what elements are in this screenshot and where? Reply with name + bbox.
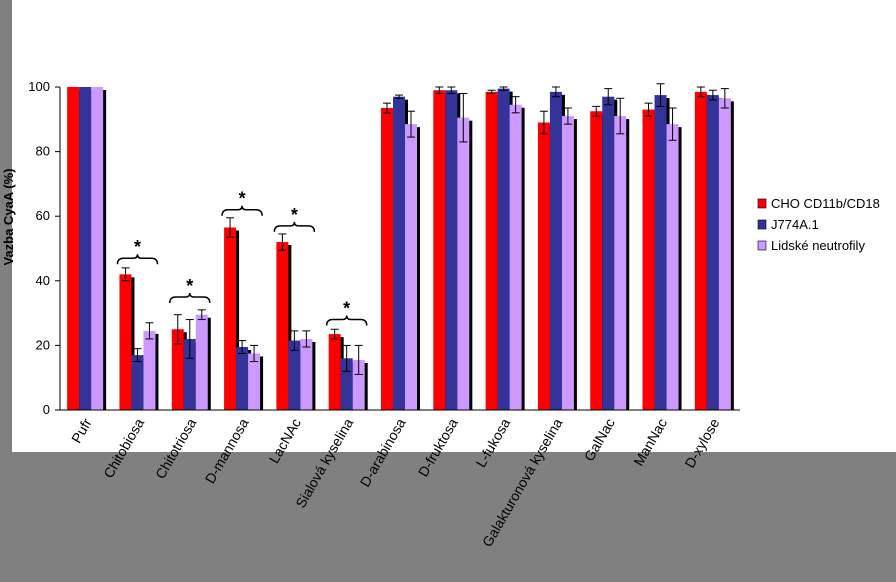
legend-swatch-j774a-1: [757, 219, 767, 230]
x-tick-label-l-fukosa: L-fukosa: [473, 415, 514, 470]
bar-j774a-1-d-xylose: [706, 95, 719, 410]
y-tick-label: 0: [43, 402, 50, 417]
legend-label-cho-cd11b-cd18: CHO CD11b/CD18: [771, 196, 880, 211]
bar-lidsk-neutrofily-chitobiosa: [143, 330, 156, 410]
x-tick-label-d-fruktosa: D-fruktosa: [415, 415, 461, 479]
x-tick-label-chitobiosa: Chitobiosa: [100, 415, 147, 480]
bar-j774a-1-chitobiosa: [131, 355, 144, 410]
bar-cho-cd11b-cd18-d-fruktosa: [433, 90, 446, 410]
significance-bracket: [169, 292, 211, 303]
bar-cho-cd11b-cd18-l-fukosa: [485, 91, 498, 410]
bar-j774a-1-chitotriosa: [183, 338, 196, 410]
bar-lidsk-neutrofily-pufr: [91, 87, 104, 410]
x-tick-label-pufr: Pufr: [68, 415, 95, 446]
bar-cho-cd11b-cd18-lacnac: [276, 242, 289, 410]
legend-label-lidsk-neutrofily: Lidské neutrofily: [771, 238, 865, 253]
x-tick-label-galnac: GalNac: [581, 416, 618, 464]
bar-lidsk-neutrofily-chitotriosa: [195, 314, 208, 410]
bar-j774a-1-l-fukosa: [497, 88, 510, 411]
significance-bracket: [273, 221, 316, 232]
bar-lidsk-neutrofily-d-fruktosa: [457, 117, 470, 410]
bar-lidsk-neutrofily-l-fukosa: [509, 104, 522, 410]
x-tick-label-mannac: ManNac: [630, 416, 670, 469]
x-tick-label-chitotriosa: Chitotriosa: [152, 415, 199, 481]
x-tick-label-d-mannosa: D-mannosa: [202, 415, 252, 486]
bar-cho-cd11b-cd18-d-xylose: [694, 91, 707, 410]
bar-cho-cd11b-cd18-sialov-kyselina: [328, 334, 341, 410]
x-tick-label-sialov-kyselina: Sialová kyselina: [292, 415, 356, 510]
bar-cho-cd11b-cd18-galnac: [590, 111, 603, 410]
legend-label-j774a-1: J774A.1: [771, 217, 819, 232]
significance-star: *: [343, 299, 350, 319]
bar-j774a-1-mannac: [654, 95, 667, 410]
bar-lidsk-neutrofily-lacnac: [300, 338, 313, 410]
y-tick-label: 40: [36, 273, 50, 288]
bar-cho-cd11b-cd18-d-arabinosa: [381, 107, 393, 411]
bar-lidsk-neutrofily-galnac: [614, 116, 627, 410]
x-ticks: Pufr Chitobiosa Chitotriosa D-mannosa LacNAc…: [68, 415, 722, 549]
bar-lidsk-neutrofily-sialov-kyselina: [352, 359, 365, 410]
bar-lidsk-neutrofily-galakturonov-kyselina: [561, 116, 574, 410]
bar-cho-cd11b-cd18-galakturonov-kyselina: [537, 122, 550, 410]
legend-swatch-lidsk-neutrofily: [757, 240, 767, 251]
y-tick-label: 60: [36, 208, 50, 223]
legend-swatch-cho-cd11b-cd18: [757, 198, 767, 209]
significance-star: *: [134, 237, 141, 257]
bar-j774a-1-galnac: [602, 96, 615, 410]
significance-bracket: [116, 254, 159, 265]
bars: [67, 87, 731, 411]
x-tick-label-d-xylose: D-xylose: [681, 415, 722, 470]
y-axis-title: Vazba CyaA (%): [1, 168, 16, 265]
axes: [59, 87, 740, 411]
background-notch: [12, 452, 58, 582]
significance-star: *: [291, 205, 298, 225]
bar-j774a-1-d-fruktosa: [445, 90, 458, 410]
bar-cho-cd11b-cd18-pufr: [67, 87, 80, 410]
y-tick-label: 80: [36, 144, 50, 159]
bar-cho-cd11b-cd18-d-mannosa: [224, 227, 237, 410]
bar-j774a-1-galakturonov-kyselina: [549, 91, 562, 410]
error-bars: [121, 83, 729, 375]
bar-cho-cd11b-cd18-chitotriosa: [171, 329, 184, 410]
y-tick-label: 20: [36, 337, 50, 352]
bar-lidsk-neutrofily-d-arabinosa: [405, 124, 417, 411]
x-tick-label-lacnac: LacNAc: [266, 416, 304, 466]
bar-cho-cd11b-cd18-mannac: [642, 109, 655, 411]
y-tick-label: 100: [28, 79, 50, 94]
y-ticks: 0 20 40 60 80 100: [28, 79, 60, 417]
significance-bracket: [325, 315, 368, 326]
bar-lidsk-neutrofily-d-xylose: [718, 98, 731, 411]
bar-j774a-1-lacnac: [288, 340, 301, 410]
bar-lidsk-neutrofily-mannac: [666, 124, 679, 411]
significance-star: *: [239, 189, 246, 209]
legend: CHO CD11b/CD18 J774A.1 Lidské neutrofily: [757, 196, 880, 253]
significance-bracket: [221, 205, 263, 216]
bar-j774a-1-d-arabinosa: [393, 96, 405, 410]
significance-markers: * * * * *: [116, 189, 368, 326]
bar-j774a-1-d-mannosa: [236, 347, 249, 410]
bar-j774a-1-pufr: [79, 87, 92, 410]
bar-cho-cd11b-cd18-chitobiosa: [119, 274, 132, 410]
significance-star: *: [186, 276, 193, 296]
x-tick-label-d-arabinosa: D-arabinosa: [357, 415, 409, 489]
bar-lidsk-neutrofily-d-mannosa: [248, 353, 261, 410]
